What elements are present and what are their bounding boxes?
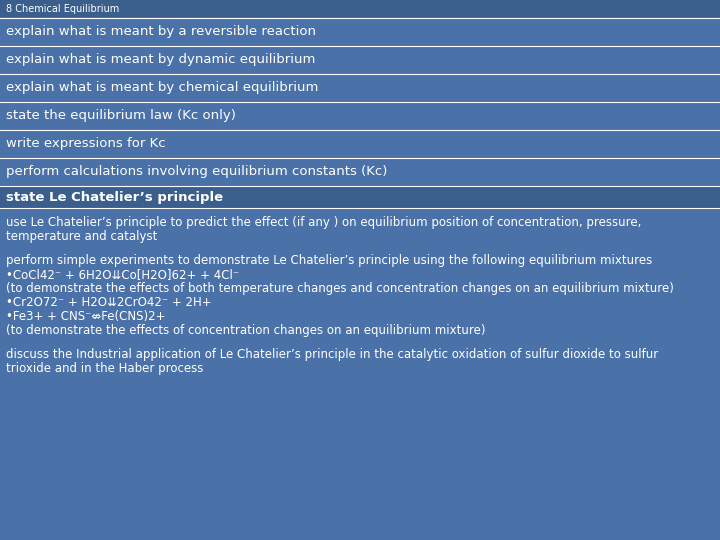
- Text: discuss the Industrial application of Le Chatelier’s principle in the catalytic : discuss the Industrial application of Le…: [6, 348, 658, 361]
- Text: explain what is meant by chemical equilibrium: explain what is meant by chemical equili…: [6, 82, 318, 94]
- Text: perform calculations involving equilibrium constants (Kc): perform calculations involving equilibri…: [6, 165, 387, 179]
- Text: trioxide and in the Haber process: trioxide and in the Haber process: [6, 362, 203, 375]
- Text: explain what is meant by dynamic equilibrium: explain what is meant by dynamic equilib…: [6, 53, 315, 66]
- Text: state Le Chatelier’s principle: state Le Chatelier’s principle: [6, 191, 223, 204]
- Text: temperature and catalyst: temperature and catalyst: [6, 230, 158, 243]
- Text: use Le Chatelier’s principle to predict the effect (if any ) on equilibrium posi: use Le Chatelier’s principle to predict …: [6, 216, 642, 229]
- Text: perform simple experiments to demonstrate Le Chatelier’s principle using the fol: perform simple experiments to demonstrat…: [6, 254, 652, 267]
- Text: write expressions for Kc: write expressions for Kc: [6, 138, 166, 151]
- Text: 8 Chemical Equilibrium: 8 Chemical Equilibrium: [6, 4, 120, 14]
- Text: •Cr2O72⁻ + H2O⇊2CrO42⁻ + 2H+: •Cr2O72⁻ + H2O⇊2CrO42⁻ + 2H+: [6, 296, 212, 309]
- Text: state the equilibrium law (Kc only): state the equilibrium law (Kc only): [6, 110, 236, 123]
- Text: explain what is meant by a reversible reaction: explain what is meant by a reversible re…: [6, 25, 316, 38]
- Text: •Fe3+ + CNS⁻⇎Fe(CNS)2+: •Fe3+ + CNS⁻⇎Fe(CNS)2+: [6, 310, 166, 323]
- Text: (to demonstrate the effects of both temperature changes and concentration change: (to demonstrate the effects of both temp…: [6, 282, 674, 295]
- Text: (to demonstrate the effects of concentration changes on an equilibrium mixture): (to demonstrate the effects of concentra…: [6, 324, 485, 337]
- Bar: [0, 186, 720, 208]
- Bar: [0, 0, 720, 18]
- Text: •CoCl42⁻ + 6H2O⇊Co[H2O]62+ + 4Cl⁻: •CoCl42⁻ + 6H2O⇊Co[H2O]62+ + 4Cl⁻: [6, 268, 239, 281]
